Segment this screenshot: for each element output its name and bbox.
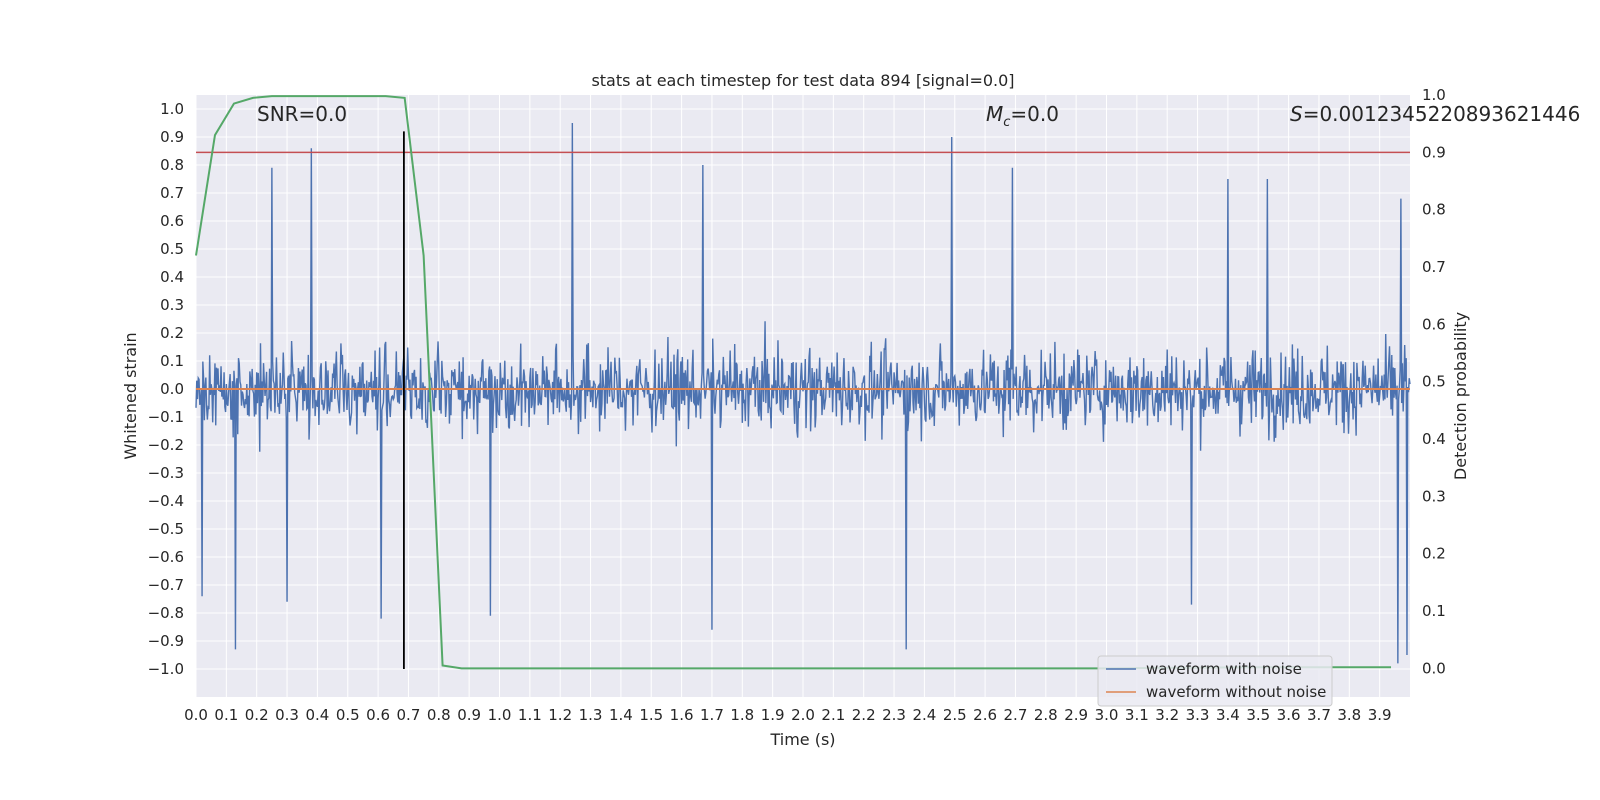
y-tick-label: −1.0 bbox=[148, 660, 184, 678]
series-waveform-with-noise bbox=[195, 122, 1411, 664]
y-tick-label: −0.2 bbox=[148, 436, 184, 454]
y2-tick-label: 0.5 bbox=[1422, 373, 1446, 391]
x-tick-label: 0.3 bbox=[275, 706, 299, 724]
x-tick-label: 1.5 bbox=[639, 706, 663, 724]
x-tick-label: 0.0 bbox=[184, 706, 208, 724]
x-tick-label: 3.7 bbox=[1307, 706, 1331, 724]
y-tick-label: −0.7 bbox=[148, 576, 184, 594]
y2-tick-label: 0.6 bbox=[1422, 315, 1446, 333]
y-tick-label: −0.4 bbox=[148, 492, 184, 510]
y2-tick-label: 0.0 bbox=[1422, 659, 1446, 677]
series-detection-probability bbox=[195, 95, 1392, 670]
y-tick-label: 0.4 bbox=[160, 268, 184, 286]
x-tick-label: 3.9 bbox=[1368, 706, 1392, 724]
x-tick-label: 0.4 bbox=[305, 706, 329, 724]
x-tick-label: 0.2 bbox=[245, 706, 269, 724]
y-tick-label: 0.7 bbox=[160, 184, 184, 202]
x-tick-label: 3.8 bbox=[1337, 706, 1361, 724]
x-tick-label: 1.1 bbox=[518, 706, 542, 724]
x-tick-label: 3.0 bbox=[1095, 706, 1119, 724]
x-tick-label: 2.1 bbox=[821, 706, 845, 724]
x-tick-label: 0.1 bbox=[214, 706, 238, 724]
x-tick-label: 2.3 bbox=[882, 706, 906, 724]
y-tick-label: 0.9 bbox=[160, 128, 184, 146]
x-tick-label: 0.9 bbox=[457, 706, 481, 724]
legend-label-with-noise: waveform with noise bbox=[1146, 660, 1302, 678]
y2-tick-labels: 0.0 0.1 0.2 0.3 0.4 0.5 0.6 0.7 0.8 0.9 1.0 bbox=[1422, 86, 1446, 677]
y-tick-label: −0.3 bbox=[148, 464, 184, 482]
annotation-s: S=0.0012345220893621446 bbox=[1290, 102, 1580, 126]
mc-value: =0.0 bbox=[1010, 102, 1059, 126]
x-tick-label: 3.2 bbox=[1155, 706, 1179, 724]
y2-tick-label: 0.8 bbox=[1422, 201, 1446, 219]
annotation-snr: SNR=0.0 bbox=[257, 102, 347, 126]
y-tick-label: 1.0 bbox=[160, 100, 184, 118]
x-tick-label: 1.3 bbox=[579, 706, 603, 724]
mc-subscript: c bbox=[1003, 115, 1010, 130]
x-tick-label: 3.1 bbox=[1125, 706, 1149, 724]
s-value: =0.0012345220893621446 bbox=[1303, 102, 1581, 126]
x-tick-label: 1.7 bbox=[700, 706, 724, 724]
mc-symbol: M bbox=[986, 102, 1003, 126]
noise-trace bbox=[195, 122, 1411, 664]
y-tick-label: 0.8 bbox=[160, 156, 184, 174]
x-tick-label: 2.9 bbox=[1064, 706, 1088, 724]
y-tick-label: 0.6 bbox=[160, 212, 184, 230]
x-tick-label: 1.8 bbox=[730, 706, 754, 724]
legend-label-without-noise: waveform without noise bbox=[1146, 683, 1326, 701]
y2-tick-label: 0.1 bbox=[1422, 602, 1446, 620]
chart-title: stats at each timestep for test data 894… bbox=[591, 71, 1014, 90]
y-tick-labels: −1.0 −0.9 −0.8 −0.7 −0.6 −0.5 −0.4 −0.3 −0.2 −0.1… bbox=[148, 100, 184, 678]
y-tick-label: −0.1 bbox=[148, 408, 184, 426]
x-tick-label: 3.6 bbox=[1277, 706, 1301, 724]
x-tick-label: 1.6 bbox=[670, 706, 694, 724]
legend: waveform with noise waveform without noi… bbox=[1097, 655, 1333, 707]
y-tick-label: 0.3 bbox=[160, 296, 184, 314]
x-tick-label: 2.7 bbox=[1004, 706, 1028, 724]
annotation-chirp-mass: Mc=0.0 bbox=[986, 102, 1059, 130]
x-tick-label: 3.4 bbox=[1216, 706, 1240, 724]
y2-tick-label: 0.4 bbox=[1422, 430, 1446, 448]
x-tick-labels: 0.0 0.1 0.2 0.3 0.4 0.5 0.6 0.7 0.8 0.9 1.0 1.1 1.2 1… bbox=[184, 706, 1392, 724]
y-tick-label: −0.9 bbox=[148, 632, 184, 650]
y-tick-label: 0.2 bbox=[160, 324, 184, 342]
y-tick-label: 0.5 bbox=[160, 240, 184, 258]
y2-tick-label: 0.3 bbox=[1422, 487, 1446, 505]
x-tick-label: 0.7 bbox=[397, 706, 421, 724]
x-tick-label: 2.0 bbox=[791, 706, 815, 724]
y-tick-label: 0.0 bbox=[160, 380, 184, 398]
x-tick-label: 2.6 bbox=[973, 706, 997, 724]
y2-tick-label: 0.9 bbox=[1422, 143, 1446, 161]
legend-box bbox=[1097, 655, 1333, 707]
s-symbol: S bbox=[1290, 102, 1303, 126]
x-tick-label: 0.6 bbox=[366, 706, 390, 724]
x-tick-label: 0.5 bbox=[336, 706, 360, 724]
y-tick-label: −0.5 bbox=[148, 520, 184, 538]
x-tick-label: 2.4 bbox=[912, 706, 936, 724]
x-tick-label: 2.8 bbox=[1034, 706, 1058, 724]
y-tick-label: 0.1 bbox=[160, 352, 184, 370]
x-tick-label: 3.5 bbox=[1246, 706, 1270, 724]
x-tick-label: 3.3 bbox=[1186, 706, 1210, 724]
y2-axis-label: Detection probability bbox=[1451, 312, 1470, 480]
x-tick-label: 2.2 bbox=[852, 706, 876, 724]
y2-tick-label: 0.7 bbox=[1422, 258, 1446, 276]
x-tick-label: 1.2 bbox=[548, 706, 572, 724]
x-tick-label: 1.4 bbox=[609, 706, 633, 724]
y2-tick-label: 1.0 bbox=[1422, 86, 1446, 104]
x-tick-label: 1.9 bbox=[761, 706, 785, 724]
x-tick-label: 0.8 bbox=[427, 706, 451, 724]
y2-tick-label: 0.2 bbox=[1422, 545, 1446, 563]
y-tick-label: −0.6 bbox=[148, 548, 184, 566]
y-tick-label: −0.8 bbox=[148, 604, 184, 622]
y-axis-label: Whitened strain bbox=[121, 332, 140, 459]
x-tick-label: 1.0 bbox=[488, 706, 512, 724]
x-axis-label: Time (s) bbox=[769, 730, 835, 749]
x-tick-label: 2.5 bbox=[943, 706, 967, 724]
